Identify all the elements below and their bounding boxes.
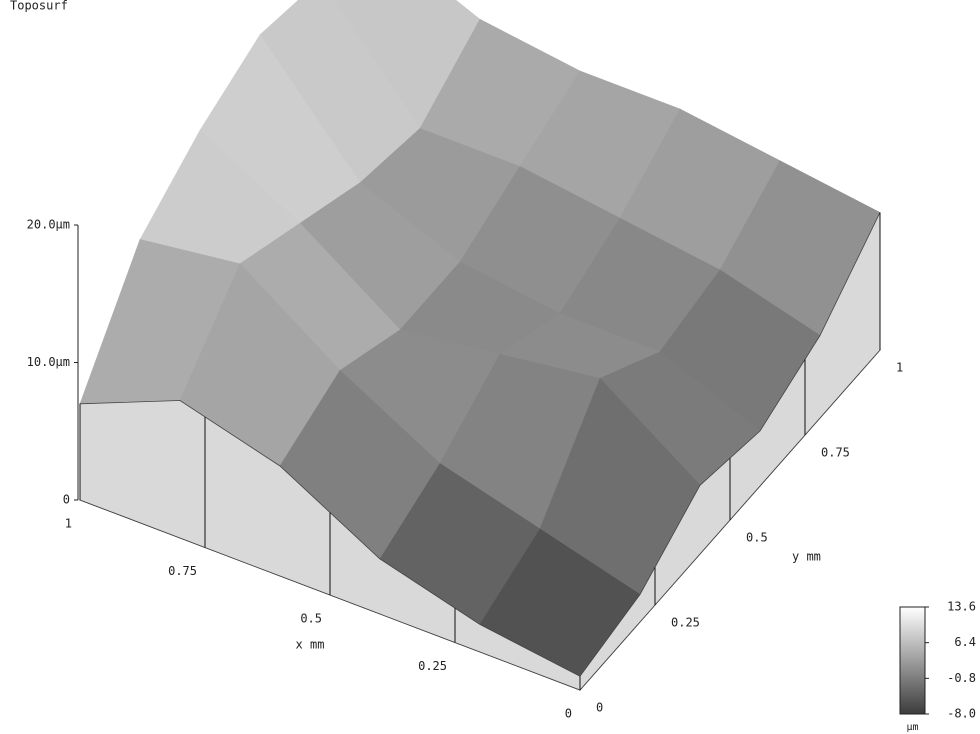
x-tick-label: 0.75 (168, 564, 197, 578)
colorbar (899, 606, 926, 715)
x-tick-label: 0 (565, 707, 572, 721)
x-tick-label: 0.25 (418, 659, 447, 673)
y-tick-label: 0.5 (746, 531, 768, 545)
colorbar-unit: µm (906, 722, 918, 733)
colorbar-tick-label: 6.4 (954, 635, 976, 649)
x-tick-label: 0.5 (300, 612, 322, 626)
colorbar-tick-label: -0.8 (947, 671, 976, 685)
x-axis-label: x mm (296, 638, 325, 652)
z-tick-label: 10.0µm (27, 355, 70, 369)
y-tick-label: 0.25 (671, 616, 700, 630)
y-tick-label: 0.75 (821, 446, 850, 460)
z-tick-label: 0 (63, 493, 70, 507)
chart-title: Toposurf (10, 0, 68, 13)
colorbar-tick-label: 13.6 (947, 600, 976, 614)
z-tick-label: 20.0µm (27, 218, 70, 232)
y-tick-label: 1 (896, 361, 903, 375)
y-tick-label: 0 (596, 701, 603, 715)
y-axis-label: y mm (792, 550, 821, 564)
colorbar-tick-label: -8.0 (947, 707, 976, 721)
x-tick-label: 1 (65, 517, 72, 531)
